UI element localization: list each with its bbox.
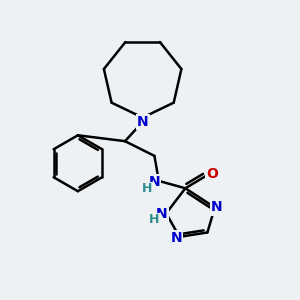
- Text: O: O: [206, 167, 218, 181]
- Text: N: N: [171, 231, 182, 245]
- Text: N: N: [211, 200, 223, 214]
- Text: N: N: [148, 176, 160, 189]
- Text: N: N: [137, 115, 148, 129]
- Text: N: N: [156, 207, 168, 221]
- Text: H: H: [142, 182, 152, 195]
- Text: H: H: [148, 213, 159, 226]
